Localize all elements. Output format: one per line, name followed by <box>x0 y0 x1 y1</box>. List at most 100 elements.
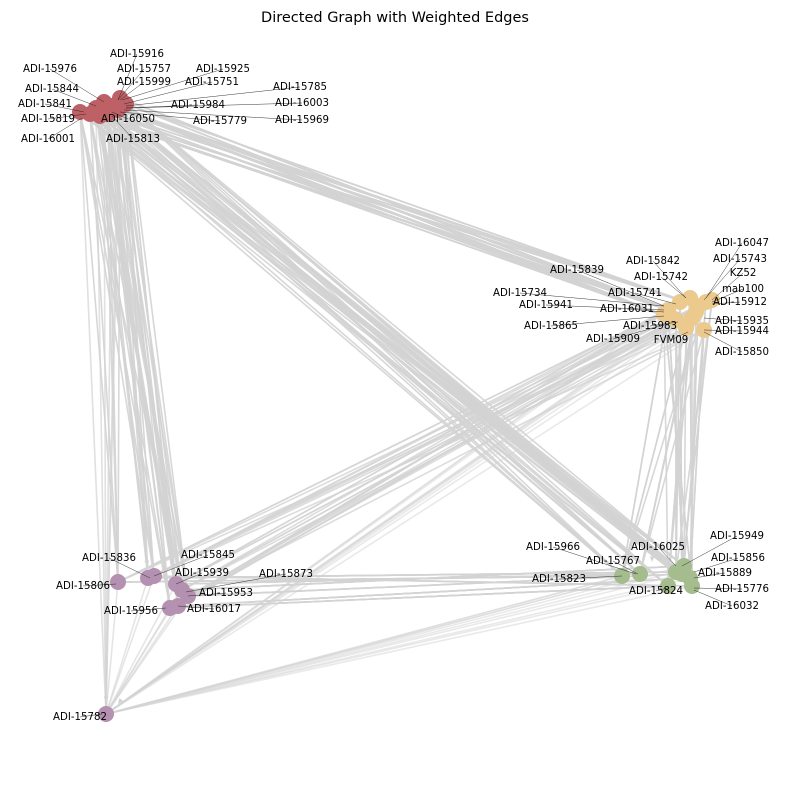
yellow-node[interactable] <box>668 312 684 328</box>
label-leader-line <box>117 53 138 101</box>
edge-yellow-green <box>683 327 687 567</box>
edge-red-yellow <box>95 107 699 307</box>
node-label: ADI-15806 <box>56 581 110 592</box>
node-label: ADI-15841 <box>18 99 72 110</box>
edge-red-single <box>105 105 113 715</box>
label-leader-line <box>552 546 637 575</box>
red-node[interactable] <box>118 96 134 112</box>
edge-red-single <box>103 101 107 715</box>
edge-red-purple <box>79 111 155 577</box>
edge-purple-single <box>105 581 119 715</box>
node-label: ADI-15776 <box>715 584 769 595</box>
edge-red-green <box>99 115 683 575</box>
node-label: ADI-16050 <box>101 114 155 125</box>
edge-yellow-purple <box>169 317 693 609</box>
edge-green-purple <box>147 571 677 579</box>
edge-yellow-green <box>681 299 713 575</box>
edge-red-single <box>105 109 119 715</box>
edge-red-yellow <box>89 113 693 319</box>
label-leader-line <box>705 242 743 299</box>
edge-red-single <box>79 111 107 715</box>
green-node[interactable] <box>632 566 648 582</box>
edge-red-purple <box>103 101 155 577</box>
edge-red-green <box>125 103 691 579</box>
edge-green-purple <box>169 585 669 609</box>
label-leader-line <box>693 557 739 573</box>
edge-red-green <box>119 97 685 567</box>
edge-yellow-single <box>105 327 687 715</box>
label-leader-line <box>703 331 743 353</box>
edge-green-purple <box>117 575 623 583</box>
edge-purple-single <box>105 605 179 715</box>
yellow-node[interactable] <box>656 306 672 322</box>
edge-red-purple <box>125 103 179 607</box>
edge-yellow-purple <box>147 329 705 579</box>
edge-red-yellow <box>107 113 669 311</box>
node-label: ADI-16017 <box>187 604 241 615</box>
label-leader-line <box>187 592 227 597</box>
label-leader-line <box>626 308 665 313</box>
edges-layer <box>79 97 713 715</box>
edge-arrowhead <box>144 560 149 566</box>
node-label: FVM09 <box>654 335 689 346</box>
edge-yellow-purple <box>147 305 699 579</box>
node-label: ADI-15742 <box>634 272 688 283</box>
label-leader-line <box>49 68 105 103</box>
label-leader-line <box>111 115 134 140</box>
node-label: ADI-15743 <box>713 254 767 265</box>
node-label: ADI-15779 <box>193 116 247 127</box>
label-leader-line <box>117 68 145 101</box>
label-leader-line <box>108 557 151 579</box>
edge-arrowhead <box>103 696 109 702</box>
node-label: ADI-16031 <box>600 304 654 315</box>
label-leader-line <box>185 573 287 593</box>
red-node[interactable] <box>82 106 98 122</box>
edge-red-purple <box>99 115 179 607</box>
green-node[interactable] <box>660 578 676 594</box>
label-leader-line <box>634 292 677 305</box>
edge-red-purple <box>107 113 183 591</box>
edge-red-green <box>89 113 669 587</box>
label-leader-line <box>550 315 665 327</box>
single-node[interactable] <box>98 706 114 722</box>
label-leader-line <box>693 587 743 590</box>
label-leader-line <box>660 276 687 299</box>
label-leader-line <box>79 713 103 718</box>
edge-yellow-purple <box>181 309 669 591</box>
edge-red-green <box>103 101 669 587</box>
label-leader-line <box>652 260 687 299</box>
label-leader-line <box>711 301 741 305</box>
edge-arrowhead <box>622 554 628 560</box>
node-label: ADI-15819 <box>21 114 75 125</box>
label-leader-line <box>51 88 97 107</box>
green-node[interactable] <box>684 578 700 594</box>
label-leader-line <box>125 102 303 109</box>
node-label: ADI-15944 <box>715 326 769 337</box>
label-leader-line <box>670 331 689 341</box>
edge-yellow-green <box>639 329 705 575</box>
node-label: ADI-16047 <box>715 238 769 249</box>
purple-node[interactable] <box>110 574 126 590</box>
edge-red-purple <box>125 103 189 597</box>
node-label: ADI-15845 <box>181 550 235 561</box>
label-leader-line <box>130 607 167 612</box>
node-label: ADI-16025 <box>631 542 685 553</box>
node-label: ADI-15785 <box>273 82 327 93</box>
green-node[interactable] <box>674 566 690 582</box>
node-label: ADI-15966 <box>526 542 580 553</box>
edge-yellow-single <box>105 297 691 715</box>
node-label: ADI-15836 <box>82 553 136 564</box>
label-leader-line <box>703 329 743 332</box>
edge-red-yellow <box>125 103 677 321</box>
node-label: ADI-15741 <box>608 288 662 299</box>
node-label: ADI-15873 <box>259 569 313 580</box>
edge-red-purple <box>103 101 119 583</box>
edge-yellow-purple <box>175 301 681 585</box>
label-leader-line <box>111 111 129 120</box>
label-leader-line <box>123 81 213 105</box>
node-label: ADI-15757 <box>117 64 171 75</box>
yellow-node[interactable] <box>688 304 704 320</box>
node-label: KZ52 <box>730 268 757 279</box>
node-label: ADI-15983 <box>623 321 677 332</box>
label-leader-line <box>649 321 679 327</box>
